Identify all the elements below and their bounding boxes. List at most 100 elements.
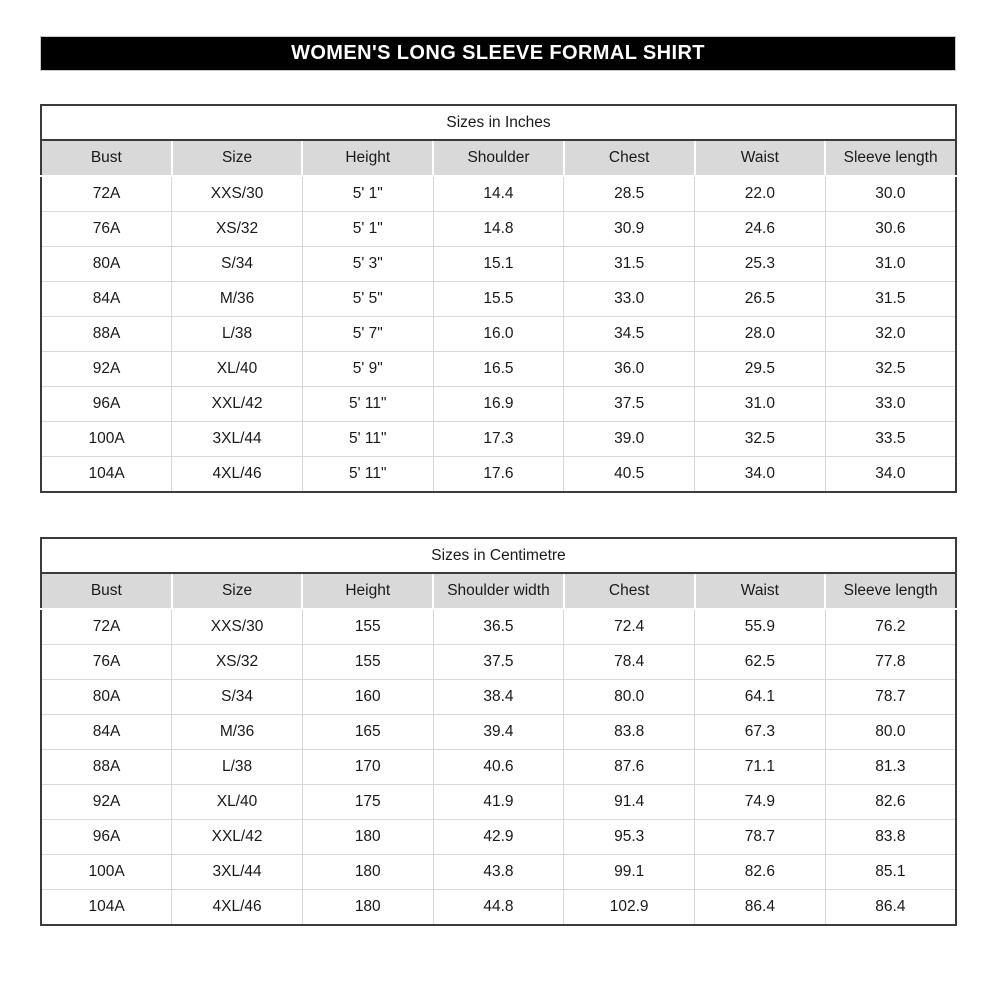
- table-cell: XXS/30: [171, 609, 303, 645]
- table-row: 88A L/38 170 40.6 87.6 71.1 81.3: [41, 749, 956, 785]
- table-cell: 84A: [41, 281, 173, 317]
- table-cell: XXL/42: [171, 819, 303, 855]
- column-header: Chest: [563, 140, 696, 177]
- table-cell: 17.3: [433, 421, 565, 457]
- table-cell: 80.0: [563, 679, 696, 715]
- table-cell: XL/40: [171, 784, 303, 820]
- table-cell: 86.4: [694, 889, 826, 925]
- table-cell: 72A: [41, 609, 173, 645]
- table-cell: 86.4: [825, 889, 956, 925]
- table-cell: 104A: [41, 889, 173, 925]
- table-row: 88A L/38 5' 7" 16.0 34.5 28.0 32.0: [41, 316, 956, 352]
- table-cell: 14.8: [433, 211, 565, 247]
- table-cell: 33.0: [563, 281, 696, 317]
- table-cell: 76A: [41, 644, 173, 680]
- table-cell: XS/32: [171, 211, 303, 247]
- table-cell: 102.9: [563, 889, 696, 925]
- table-cell: 24.6: [694, 211, 826, 247]
- table-cell: 67.3: [694, 714, 826, 750]
- table-cell: 96A: [41, 819, 173, 855]
- table-cell: 28.5: [563, 176, 696, 212]
- table-cell: 170: [302, 749, 434, 785]
- table-row: 76A XS/32 5' 1" 14.8 30.9 24.6 30.6: [41, 211, 956, 247]
- table-cell: 4XL/46: [171, 889, 303, 925]
- table-cell: 165: [302, 714, 434, 750]
- table-cell: 62.5: [694, 644, 826, 680]
- table-cell: 5' 7": [302, 316, 434, 352]
- column-header-row: Bust Size Height Shoulder width Chest Waist Sl…: [41, 573, 956, 610]
- table-cell: 78.7: [694, 819, 826, 855]
- table-cell: 74.9: [694, 784, 826, 820]
- table-row: 104A 4XL/46 180 44.8 102.9 86.4 86.4: [41, 889, 956, 925]
- table-cell: 32.5: [694, 421, 826, 457]
- table-cell: M/36: [171, 714, 303, 750]
- table-row: 100A 3XL/44 5' 11" 17.3 39.0 32.5 33.5: [41, 421, 956, 457]
- table-cell: 34.5: [563, 316, 696, 352]
- table-cell: S/34: [171, 246, 303, 282]
- table-cell: 31.0: [825, 246, 956, 282]
- table-cell: 40.5: [563, 456, 696, 492]
- table-cell: 80A: [41, 246, 173, 282]
- table-cell: 87.6: [563, 749, 696, 785]
- table-cell: 15.5: [433, 281, 565, 317]
- product-title-banner: WOMEN'S LONG SLEEVE FORMAL SHIRT: [40, 36, 956, 71]
- table-cell: 3XL/44: [171, 421, 303, 457]
- table-cell: 80.0: [825, 714, 956, 750]
- column-header: Height: [302, 140, 435, 177]
- table-cell: 88A: [41, 316, 173, 352]
- table-cell: 16.9: [433, 386, 565, 422]
- table-cell: 30.6: [825, 211, 956, 247]
- table-cell: 22.0: [694, 176, 826, 212]
- table-cell: 92A: [41, 784, 173, 820]
- page-title: WOMEN'S LONG SLEEVE FORMAL SHIRT: [291, 42, 705, 64]
- table-cell: 15.1: [433, 246, 565, 282]
- table-cell: 17.6: [433, 456, 565, 492]
- table-cell: 30.0: [825, 176, 956, 212]
- table-cell: XS/32: [171, 644, 303, 680]
- table-cell: 5' 11": [302, 456, 434, 492]
- table-title: Sizes in Centimetre: [41, 538, 956, 574]
- table-cell: 180: [302, 854, 434, 890]
- table-title: Sizes in Inches: [41, 105, 956, 141]
- table-cell: 32.5: [825, 351, 956, 387]
- sizes-in-centimetre-table: Sizes in Centimetre Bust Size Height Shoulde…: [40, 537, 957, 926]
- column-header-row: Bust Size Height Shoulder Chest Waist Sleeve l…: [41, 140, 956, 177]
- table-cell: 3XL/44: [171, 854, 303, 890]
- table-cell: XXL/42: [171, 386, 303, 422]
- table-cell: 155: [302, 609, 434, 645]
- table-row: 80A S/34 5' 3" 15.1 31.5 25.3 31.0: [41, 246, 956, 282]
- table-title-row: Sizes in Inches: [41, 105, 956, 141]
- table-cell: L/38: [171, 316, 303, 352]
- table-row: 100A 3XL/44 180 43.8 99.1 82.6 85.1: [41, 854, 956, 890]
- table-cell: 34.0: [694, 456, 826, 492]
- table-cell: 5' 11": [302, 421, 434, 457]
- table-cell: 39.4: [433, 714, 565, 750]
- table-cell: 77.8: [825, 644, 956, 680]
- table-cell: S/34: [171, 679, 303, 715]
- table-cell: 29.5: [694, 351, 826, 387]
- table-cell: 31.5: [563, 246, 696, 282]
- column-header: Shoulder: [433, 140, 565, 177]
- table-cell: 81.3: [825, 749, 956, 785]
- column-header: Sleeve length: [825, 573, 956, 610]
- column-header: Shoulder width: [433, 573, 565, 610]
- table-cell: 180: [302, 889, 434, 925]
- table-title-row: Sizes in Centimetre: [41, 538, 956, 574]
- table-cell: M/36: [171, 281, 303, 317]
- table-cell: 39.0: [563, 421, 696, 457]
- column-header: Size: [171, 140, 304, 177]
- table-row: 72A XXS/30 5' 1" 14.4 28.5 22.0 30.0: [41, 176, 956, 212]
- table-cell: 80A: [41, 679, 173, 715]
- table-cell: 30.9: [563, 211, 696, 247]
- table-cell: 78.4: [563, 644, 696, 680]
- column-header: Chest: [563, 573, 696, 610]
- table-cell: 5' 1": [302, 211, 434, 247]
- table-cell: 36.0: [563, 351, 696, 387]
- table-cell: 76.2: [825, 609, 956, 645]
- table-cell: 72.4: [563, 609, 696, 645]
- table-row: 96A XXL/42 5' 11" 16.9 37.5 31.0 33.0: [41, 386, 956, 422]
- table-cell: 180: [302, 819, 434, 855]
- table-cell: 78.7: [825, 679, 956, 715]
- table-cell: 5' 1": [302, 176, 434, 212]
- table-cell: L/38: [171, 749, 303, 785]
